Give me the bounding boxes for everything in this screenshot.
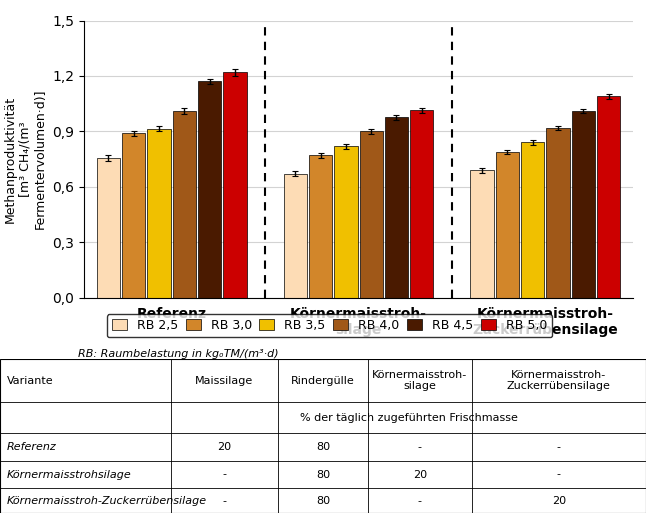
Text: -: -	[418, 496, 422, 506]
Bar	[521, 143, 545, 298]
Text: Referenz: Referenz	[6, 442, 56, 452]
Bar	[122, 133, 145, 298]
Text: -: -	[557, 469, 561, 480]
Bar	[360, 131, 383, 298]
Bar	[224, 72, 247, 298]
Text: Variante: Variante	[6, 376, 53, 386]
Text: -: -	[418, 442, 422, 452]
Bar	[547, 128, 570, 298]
Bar	[495, 152, 519, 298]
Text: 20: 20	[413, 469, 427, 480]
Bar	[198, 82, 221, 298]
Bar	[309, 155, 332, 298]
Text: Körnermaisstrohsilage: Körnermaisstrohsilage	[6, 469, 131, 480]
Bar	[572, 111, 595, 298]
Bar	[172, 111, 196, 298]
Bar	[470, 170, 494, 298]
Text: RB: Raumbelastung in kgₒTM/(m³·d): RB: Raumbelastung in kgₒTM/(m³·d)	[78, 348, 278, 359]
Bar	[334, 146, 357, 298]
Bar	[147, 129, 171, 298]
Text: Körnermaisstroh-Zuckerrübensilage: Körnermaisstroh-Zuckerrübensilage	[6, 496, 207, 506]
Text: 20: 20	[218, 442, 231, 452]
Text: Maissilage: Maissilage	[195, 376, 254, 386]
Bar	[385, 117, 408, 298]
Y-axis label: Methanproduktivität
[m³ CH₄/(m³
Fermentervolumen·d)]: Methanproduktivität [m³ CH₄/(m³ Fermente…	[4, 89, 47, 229]
Text: -: -	[557, 442, 561, 452]
Text: 80: 80	[316, 442, 330, 452]
Text: Rindergülle: Rindergülle	[291, 376, 355, 386]
Text: -: -	[222, 469, 227, 480]
Bar	[284, 174, 307, 298]
Text: % der täglich zugeführten Frischmasse: % der täglich zugeführten Frischmasse	[300, 412, 517, 423]
Bar	[410, 110, 433, 298]
Text: 80: 80	[316, 469, 330, 480]
Bar	[97, 158, 120, 298]
Text: Körnermaisstroh-
Zuckerrübensilage: Körnermaisstroh- Zuckerrübensilage	[507, 370, 610, 391]
Text: 20: 20	[552, 496, 566, 506]
Text: -: -	[222, 496, 227, 506]
Text: Körnermaisstroh-
silage: Körnermaisstroh- silage	[372, 370, 468, 391]
Legend: RB 2,5, RB 3,0, RB 3,5, RB 4,0, RB 4,5, RB 5,0: RB 2,5, RB 3,0, RB 3,5, RB 4,0, RB 4,5, …	[107, 314, 552, 337]
Text: 80: 80	[316, 496, 330, 506]
Bar	[597, 96, 620, 298]
